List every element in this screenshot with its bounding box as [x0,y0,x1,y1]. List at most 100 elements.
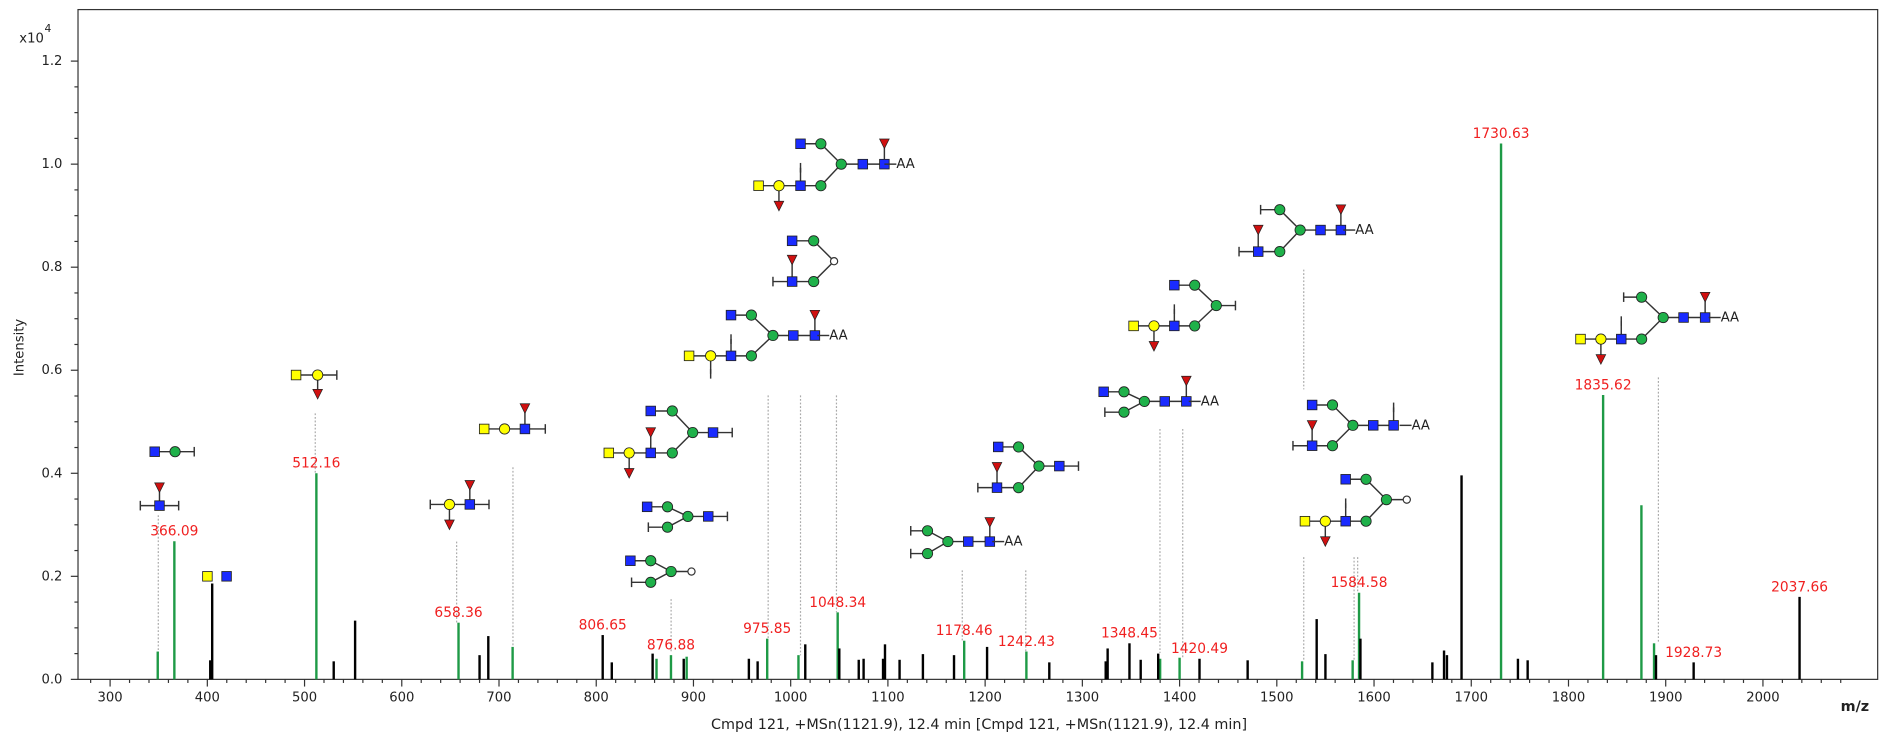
mannose [665,565,677,578]
x-tick-label: 1800 [1552,690,1585,705]
glcnac [1699,312,1711,323]
glcnac [786,276,798,287]
galactose [1148,320,1160,332]
fucose [879,138,890,150]
glycan-annotations: AA AA AA AA AA AA AA [139,138,1739,662]
galactose [1595,333,1607,345]
aglycone-label: AA [896,157,914,172]
glcnac [1340,515,1351,527]
galnac [1299,515,1311,527]
mannose [815,180,827,192]
mannose [1636,291,1648,303]
ring-cleavage [687,567,696,576]
aglycone-label: AA [1201,394,1219,409]
y-tick-label: 0.8 [42,260,63,275]
glcnac [1159,396,1170,407]
mannose [921,547,934,560]
glcnac [788,330,799,341]
glcnac [1340,474,1351,485]
mannose [1326,440,1339,452]
plot-frame [77,8,1879,680]
mannose [1189,279,1201,291]
mannose [1274,246,1286,258]
glcnac [1306,440,1318,451]
galactose [443,498,456,511]
fucose [1595,354,1607,366]
glcnac [1678,312,1689,323]
x-axis-label: m/z [1841,699,1870,715]
fucose [623,468,635,479]
peak-label: 1420.49 [1171,641,1228,657]
mannose [1189,320,1201,332]
galactose [498,423,511,435]
galnac [478,423,490,435]
peak-label: 876.88 [647,638,695,654]
glcnac [625,555,636,566]
glcnac [221,571,232,582]
galactose [705,350,717,362]
fucose [1699,291,1711,303]
x-tick-label: 1600 [1357,690,1390,705]
mannose [1360,515,1372,527]
y-tick-label: 0.0 [42,672,63,687]
x-tick-label: 1300 [1066,690,1099,705]
aglycone-label: AA [1004,535,1022,550]
mannose [921,525,934,537]
glcnac [703,511,714,522]
galnac [1575,333,1586,345]
galnac [1128,320,1139,332]
glcnac [149,446,160,457]
fucose [809,309,821,321]
peak-label: 1928.73 [1665,645,1722,661]
mannose [1274,204,1286,216]
mannose [1118,386,1130,398]
x-tick-label: 1900 [1649,690,1682,705]
glcnac [786,235,798,247]
peak-label: 1584.58 [1331,575,1388,591]
galactose [1319,515,1331,527]
fucose [1252,224,1264,236]
aglycone-label: AA [1721,311,1739,326]
glcnac [1388,420,1399,431]
fucose [984,517,996,528]
fucose [1148,341,1160,352]
mannose [1138,395,1150,407]
x-tick-label: 700 [486,690,511,705]
galnac [683,350,695,362]
galactose [623,447,635,459]
fucose [1306,420,1318,431]
fucose [519,403,531,415]
fucose [1335,204,1347,216]
mannose [1347,419,1359,431]
glcnac [519,423,531,435]
glcnac [1306,399,1318,411]
fucose [773,200,785,212]
galnac [202,571,213,582]
fucose [1319,536,1331,548]
mannose [661,501,674,513]
mannose [1360,473,1372,485]
mannose [169,446,181,458]
x-tick-label: 2000 [1746,690,1779,705]
mannose [835,158,847,170]
mannose [808,275,820,288]
mannose [745,309,757,321]
glcnac [1253,246,1264,257]
mannose [682,510,694,522]
mannose [661,521,674,533]
peak-label: 1730.63 [1473,126,1530,142]
mannose [1657,311,1669,324]
mannose [1013,441,1025,453]
mannose [1210,299,1222,312]
caption: Cmpd 121, +MSn(1121.9), 12.4 min [Cmpd 1… [711,717,1247,733]
glcnac [645,405,656,417]
y-tick-label: 1.2 [42,54,63,69]
x-tick-label: 500 [292,690,317,705]
glcnac [963,536,974,547]
fucose [1180,375,1192,387]
x-tick-label: 1700 [1455,690,1488,705]
y-multiplier-exponent: 4 [44,22,51,35]
x-tick-label: 1500 [1260,690,1293,705]
glcnac [992,441,1004,453]
